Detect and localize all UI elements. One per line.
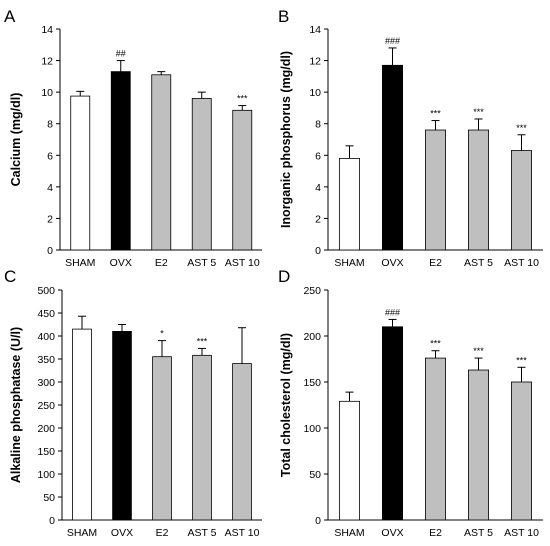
x-tick-label: AST 5 xyxy=(187,257,216,269)
y-tick-label: 6 xyxy=(47,150,53,162)
bar-e2 xyxy=(152,356,172,521)
bar-e2 xyxy=(424,357,447,521)
y-tick-label: 150 xyxy=(37,446,55,458)
panel-label: C xyxy=(4,267,16,286)
x-tick-label: E2 xyxy=(155,257,168,269)
significance-marker: *** xyxy=(473,346,484,356)
bar-sham xyxy=(338,400,361,521)
y-tick-label: 100 xyxy=(303,423,321,435)
y-tick-label: 50 xyxy=(43,492,55,504)
y-tick-label: 50 xyxy=(309,469,321,481)
significance-marker: *** xyxy=(430,109,441,119)
x-tick-label: AST 5 xyxy=(464,257,493,269)
bar-ast-10 xyxy=(232,363,252,521)
x-tick-label: AST 10 xyxy=(504,527,539,539)
x-tick-label: OVX xyxy=(381,527,403,539)
bar-sham xyxy=(72,328,92,521)
bar-ovx xyxy=(112,330,132,521)
x-tick-label: OVX xyxy=(111,527,133,539)
y-tick-label: 100 xyxy=(37,469,55,481)
bar-sham xyxy=(70,95,91,251)
y-tick-label: 250 xyxy=(303,285,321,297)
y-tick-label: 500 xyxy=(37,285,55,297)
y-tick-label: 2 xyxy=(315,213,321,225)
chart-panel-c: C 0 50 100 150 200 250 300 350 400 450 500 Alkaline … xyxy=(4,267,262,539)
y-tick-label: 2 xyxy=(47,213,53,225)
significance-marker: ### xyxy=(385,307,400,317)
y-tick-label: 200 xyxy=(37,423,55,435)
panel-label: B xyxy=(278,7,289,26)
x-tick-label: OVX xyxy=(110,257,132,269)
significance-marker: *** xyxy=(197,336,208,346)
significance-marker: ### xyxy=(385,36,400,46)
bar-ast-5 xyxy=(467,369,490,521)
bar-ast-10 xyxy=(510,381,533,521)
x-tick-label: E2 xyxy=(156,527,169,539)
significance-marker: *** xyxy=(516,355,527,365)
y-axis-label: Calcium (mg/dl) xyxy=(9,93,23,187)
bar-sham xyxy=(338,158,361,251)
x-tick-label: E2 xyxy=(429,527,442,539)
significance-marker: *** xyxy=(516,123,527,133)
bar-ovx xyxy=(110,71,131,251)
y-tick-label: 4 xyxy=(47,182,53,194)
y-tick-label: 400 xyxy=(37,331,55,343)
y-tick-label: 10 xyxy=(309,87,321,99)
x-tick-label: OVX xyxy=(381,257,403,269)
y-axis-label: Alkaline phosphatase (U/l) xyxy=(9,327,23,483)
bar-ast-5 xyxy=(191,98,212,251)
bar-ovx xyxy=(381,326,404,521)
y-axis-label: Inorganic phosphorus (mg/dl) xyxy=(279,51,293,228)
y-tick-label: 14 xyxy=(41,24,53,36)
x-tick-label: SHAM xyxy=(65,257,95,269)
x-tick-label: AST 5 xyxy=(464,527,493,539)
y-tick-label: 0 xyxy=(315,515,321,527)
significance-marker: *** xyxy=(430,339,441,349)
y-tick-label: 6 xyxy=(315,150,321,162)
y-tick-label: 0 xyxy=(315,245,321,257)
significance-marker: *** xyxy=(473,107,484,117)
chart-panel-b: B 0 2 4 6 8 10 12 14 Inorganic phosphorus (mg/dl)… xyxy=(278,7,543,269)
x-tick-label: SHAM xyxy=(67,527,97,539)
significance-marker: * xyxy=(160,329,164,339)
y-tick-label: 4 xyxy=(315,182,321,194)
y-tick-label: 450 xyxy=(37,308,55,320)
y-tick-label: 250 xyxy=(37,400,55,412)
x-tick-label: SHAM xyxy=(334,527,364,539)
y-tick-label: 8 xyxy=(315,119,321,131)
significance-marker: ## xyxy=(116,49,126,59)
y-axis-label: Total cholesterol (mg/dl) xyxy=(279,333,293,477)
y-tick-label: 8 xyxy=(47,119,53,131)
x-tick-label: AST 10 xyxy=(225,257,260,269)
y-tick-label: 0 xyxy=(47,245,53,257)
x-tick-label: AST 10 xyxy=(225,527,260,539)
y-tick-label: 10 xyxy=(41,87,53,99)
y-tick-label: 200 xyxy=(303,331,321,343)
bar-e2 xyxy=(151,74,172,251)
significance-marker: *** xyxy=(237,94,248,104)
y-tick-label: 300 xyxy=(37,377,55,389)
y-tick-label: 14 xyxy=(309,24,321,36)
y-tick-label: 150 xyxy=(303,377,321,389)
y-tick-label: 12 xyxy=(41,56,53,68)
bar-ovx xyxy=(381,64,404,251)
chart-panel-d: D 0 50 100 150 200 250 Total cholesterol (mg/dl… xyxy=(278,267,543,539)
y-tick-label: 12 xyxy=(309,56,321,68)
bar-ast-10 xyxy=(232,109,253,251)
x-tick-label: E2 xyxy=(429,257,442,269)
y-tick-label: 350 xyxy=(37,354,55,366)
bar-ast-5 xyxy=(467,129,490,251)
bar-e2 xyxy=(424,129,447,251)
bar-ast-5 xyxy=(192,354,212,521)
x-tick-label: AST 10 xyxy=(504,257,539,269)
chart-panel-a: A 0 2 4 6 8 10 12 14 Calcium (mg/dl) SHAM ## OVX E2 AS… xyxy=(4,7,262,269)
panel-label: D xyxy=(278,267,290,286)
y-tick-label: 0 xyxy=(49,515,55,527)
x-tick-label: SHAM xyxy=(334,257,364,269)
x-tick-label: AST 5 xyxy=(188,527,217,539)
panel-label: A xyxy=(4,7,16,26)
bar-ast-10 xyxy=(510,150,533,251)
